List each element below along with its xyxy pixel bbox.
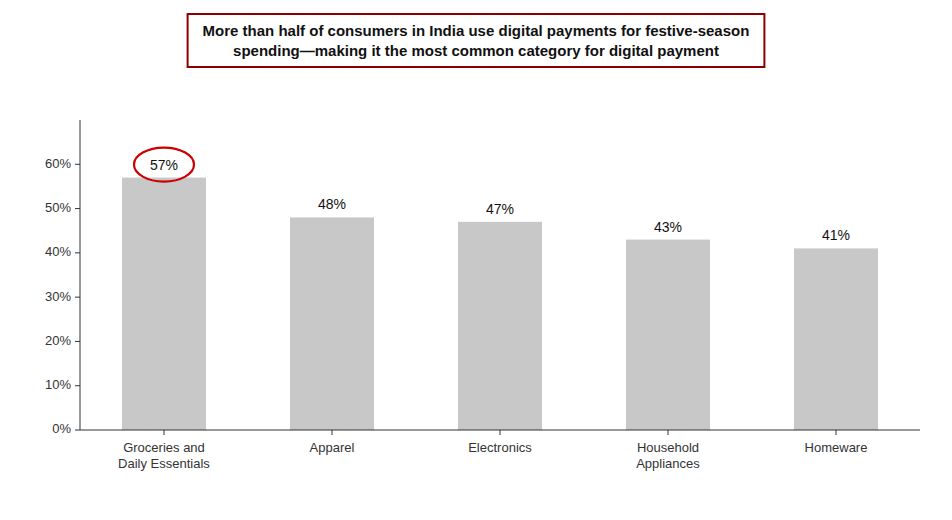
data-label: 57% — [150, 157, 178, 173]
y-tick-label: 60% — [45, 156, 71, 171]
title-box — [188, 14, 765, 67]
highlight-ellipse — [134, 148, 194, 182]
title-group: More than half of consumers in India use… — [188, 14, 765, 67]
y-axis-line — [80, 120, 81, 430]
x-tick-label-line: Household — [637, 440, 699, 455]
title-line: spending—making it the most common categ… — [233, 42, 719, 59]
data-label: 47% — [486, 201, 514, 217]
y-tick — [75, 430, 80, 431]
x-tick — [332, 430, 333, 435]
bar — [626, 240, 710, 430]
y-tick-label: 0% — [52, 421, 71, 436]
data-labels: 57% 48% 47% 43% 41% — [150, 157, 850, 244]
y-tick-label: 10% — [45, 377, 71, 392]
x-tick-label-line: Homeware — [805, 440, 868, 455]
y-axis: 0% 10% 20% 30% 40% 50% 60% — [45, 120, 80, 436]
x-tick-label-line: Electronics — [468, 440, 532, 455]
x-axis: Groceries andDaily Essentials Apparel Elec… — [80, 430, 920, 471]
x-tick-label-line: Groceries and — [123, 440, 205, 455]
bar — [122, 178, 206, 430]
x-tick-label-line: Appliances — [636, 456, 700, 471]
x-tick-label-line: Daily Essentials — [118, 456, 210, 471]
x-tick-label: Groceries andDaily Essentials — [118, 440, 210, 471]
bars — [122, 178, 878, 430]
x-tick-label: Apparel — [310, 440, 355, 455]
x-tick — [164, 430, 165, 435]
x-tick-label: Electronics — [468, 440, 532, 455]
y-tick — [75, 208, 80, 209]
y-tick — [75, 341, 80, 342]
y-tick-label: 20% — [45, 333, 71, 348]
data-label: 48% — [318, 196, 346, 212]
title-line: More than half of consumers in India use… — [203, 22, 750, 39]
data-label: 43% — [654, 219, 682, 235]
y-tick — [75, 252, 80, 253]
bar — [458, 222, 542, 430]
x-tick — [836, 430, 837, 435]
x-tick-label: Homeware — [805, 440, 868, 455]
chart: More than half of consumers in India use… — [0, 0, 952, 520]
x-tick — [668, 430, 669, 435]
y-tick — [75, 385, 80, 386]
y-tick — [75, 164, 80, 165]
y-tick-label: 40% — [45, 244, 71, 259]
x-tick — [500, 430, 501, 435]
data-label: 41% — [822, 227, 850, 243]
y-tick-label: 50% — [45, 200, 71, 215]
x-tick-label: HouseholdAppliances — [636, 440, 700, 471]
y-tick-label: 30% — [45, 289, 71, 304]
bar — [794, 248, 878, 430]
title: More than half of consumers in India use… — [203, 22, 750, 59]
y-tick — [75, 297, 80, 298]
bar — [290, 217, 374, 430]
x-tick-label-line: Apparel — [310, 440, 355, 455]
